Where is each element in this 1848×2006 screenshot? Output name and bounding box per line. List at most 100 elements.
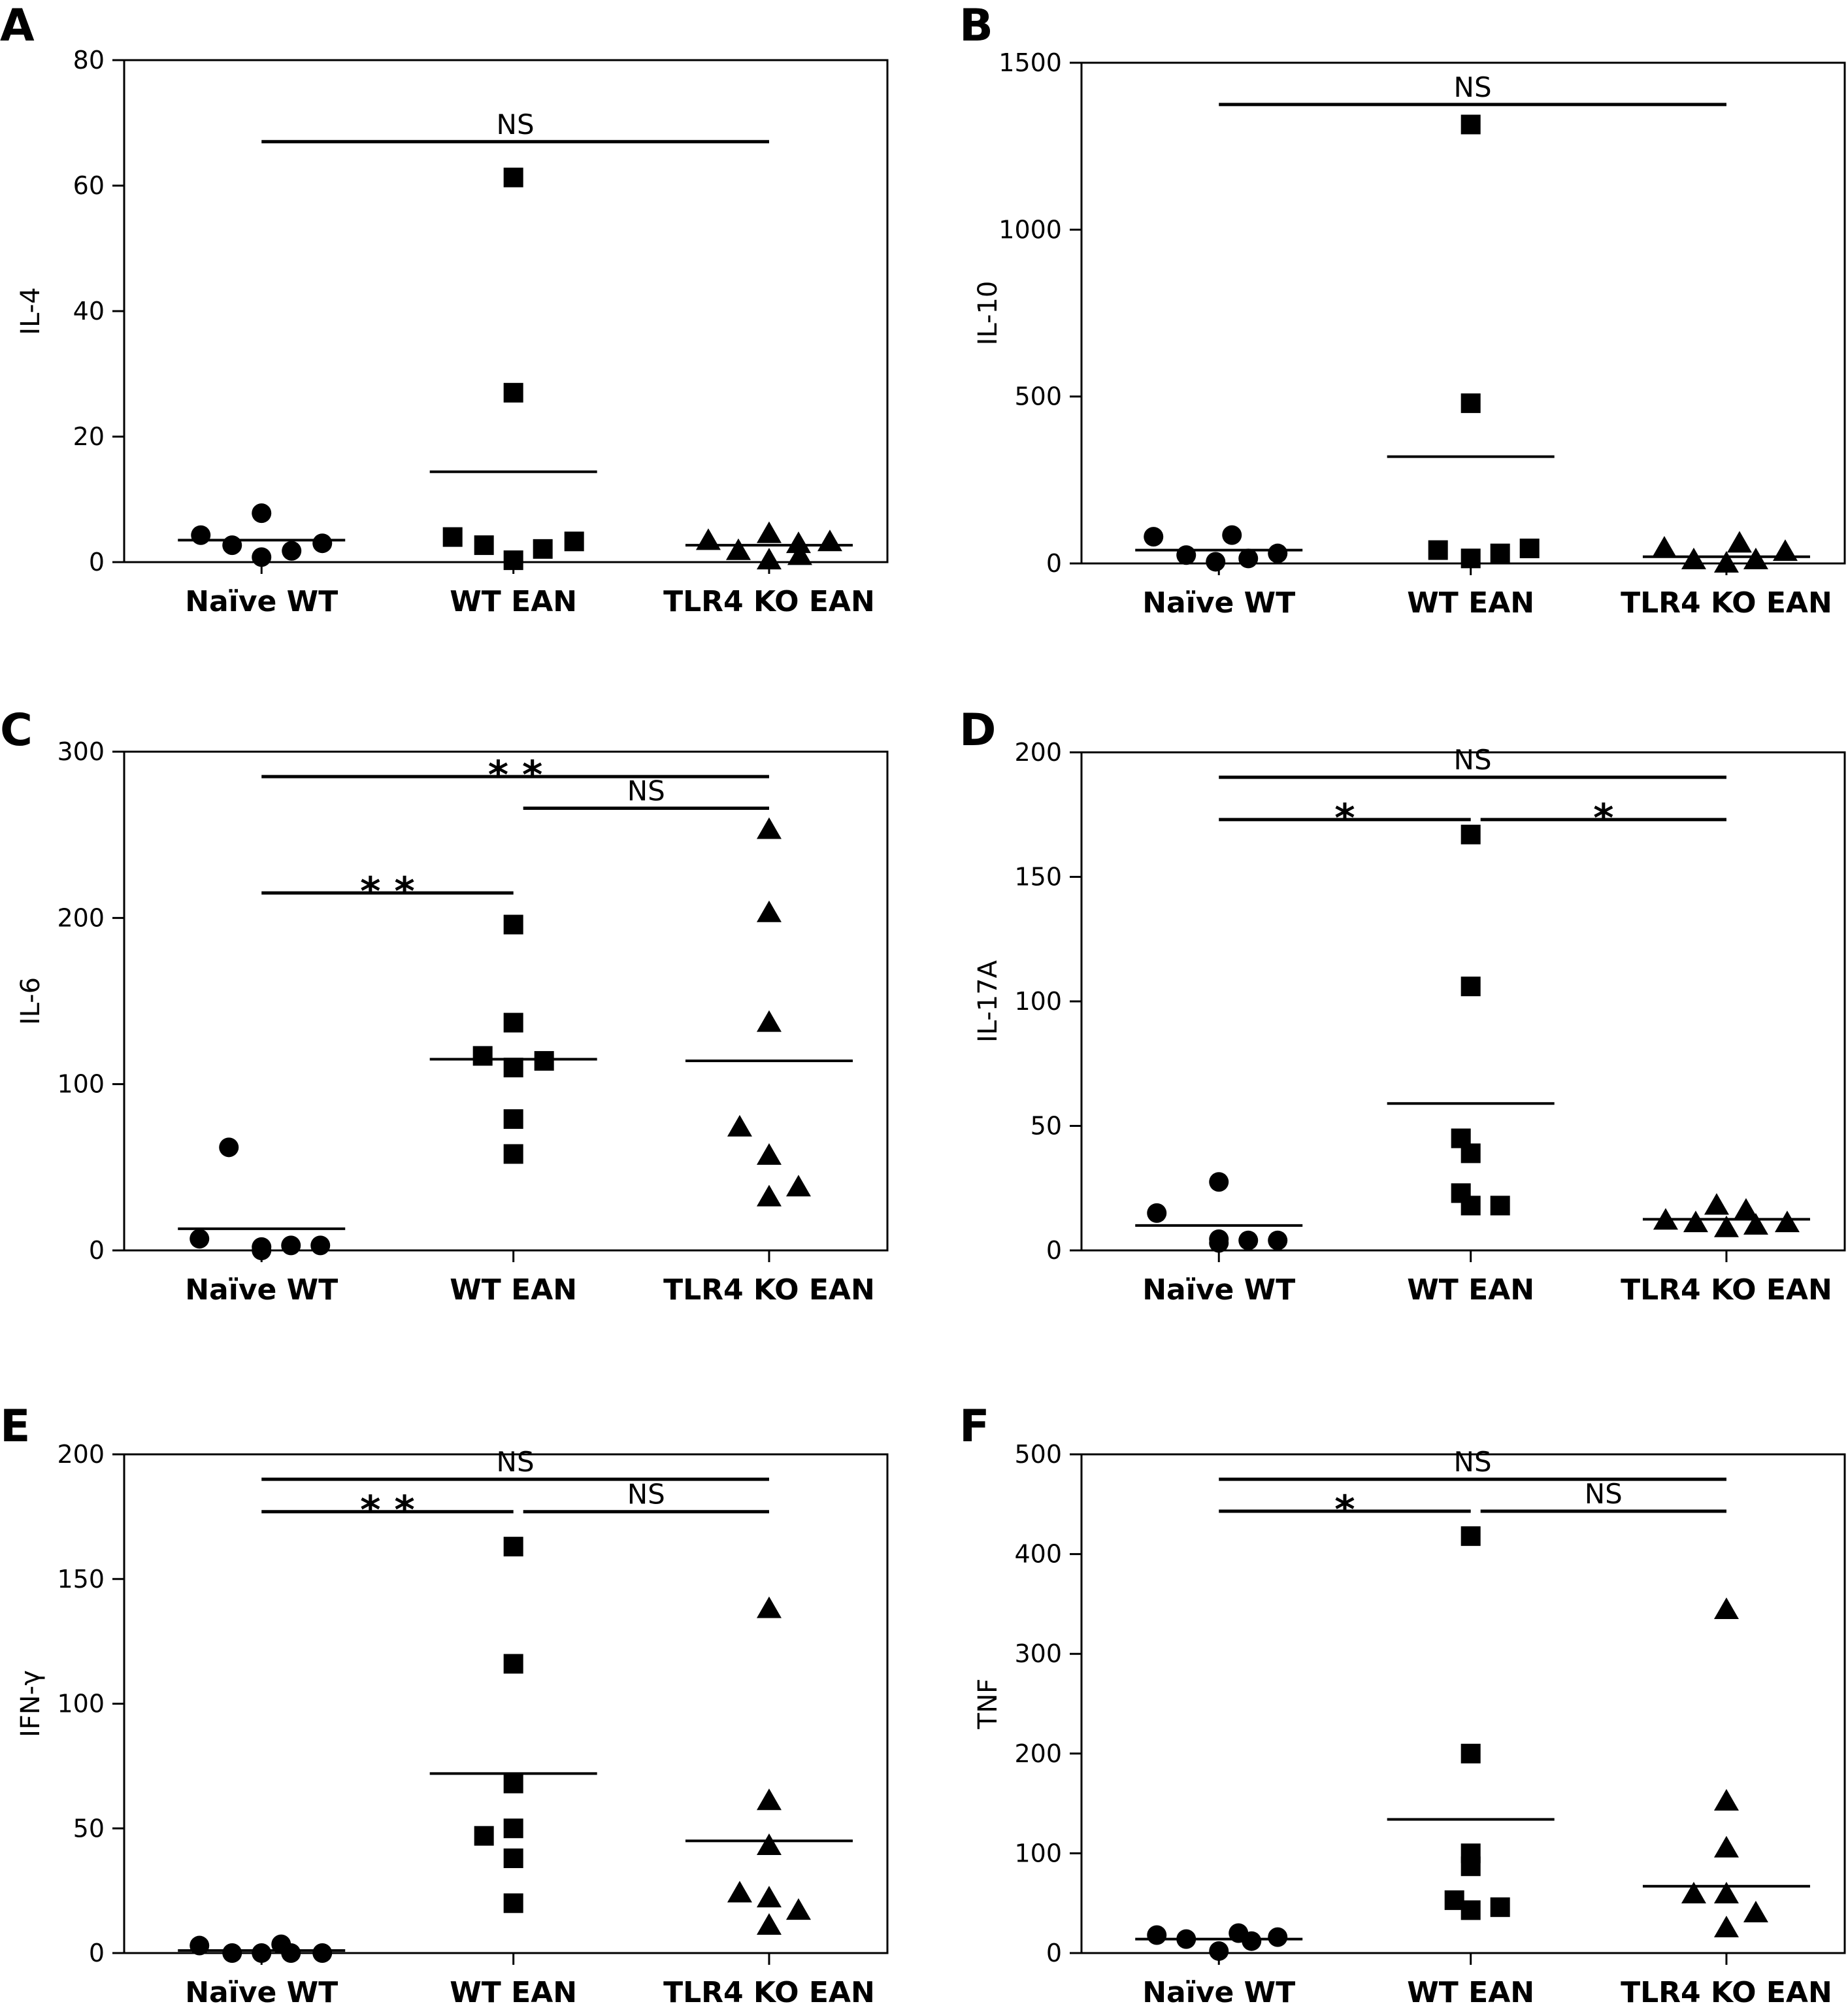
significance-label: * * xyxy=(488,752,543,798)
y-tick-label: 1500 xyxy=(998,48,1062,77)
data-point-triangle xyxy=(1713,1597,1739,1620)
y-tick-label: 80 xyxy=(73,46,105,75)
data-point-circle xyxy=(281,1235,301,1256)
significance-label: NS xyxy=(627,1479,665,1511)
data-point-square xyxy=(503,550,523,571)
data-point-triangle xyxy=(1681,547,1706,569)
significance-label: * xyxy=(1334,795,1355,841)
y-tick-label: 100 xyxy=(57,1070,105,1099)
x-category-label: Naïve WT xyxy=(185,1273,338,1307)
x-category-label: TLR4 KO EAN xyxy=(663,1976,875,2006)
data-point-circle xyxy=(222,1943,242,1963)
y-axis-label: IL-4 xyxy=(16,287,46,335)
significance-label: NS xyxy=(1454,1446,1492,1478)
data-point-triangle xyxy=(1713,1215,1739,1237)
data-point-triangle xyxy=(1683,1211,1708,1233)
y-tick-label: 0 xyxy=(1046,1939,1062,1967)
significance-label: * * xyxy=(360,1488,415,1533)
y-tick-label: 60 xyxy=(73,171,105,200)
data-point-square xyxy=(1460,1195,1481,1216)
data-point-triangle xyxy=(1713,1789,1739,1811)
data-point-square xyxy=(1460,1143,1481,1163)
plot-frame xyxy=(123,750,889,1252)
data-point-triangle xyxy=(1774,1211,1800,1233)
data-point-square xyxy=(564,531,584,552)
significance-label: NS xyxy=(1454,744,1492,776)
y-tick-label: 0 xyxy=(89,1236,105,1265)
x-category-label: Naïve WT xyxy=(185,1976,338,2006)
data-point-circle xyxy=(190,1229,210,1249)
y-tick-label: 100 xyxy=(1014,987,1062,1016)
data-point-square xyxy=(1460,1526,1481,1546)
data-point-circle xyxy=(1147,1925,1167,1945)
x-category-label: WT EAN xyxy=(1407,1273,1534,1307)
data-point-square xyxy=(534,1051,554,1071)
data-point-triangle xyxy=(1681,1881,1706,1903)
significance-label: NS xyxy=(627,775,665,807)
data-point-square xyxy=(1490,1195,1510,1216)
x-category-label: Naïve WT xyxy=(1142,586,1295,620)
data-point-square xyxy=(472,1046,493,1066)
y-tick-label: 300 xyxy=(57,737,105,766)
data-point-square xyxy=(503,1654,523,1674)
x-category-label: Naïve WT xyxy=(1142,1273,1295,1307)
data-point-circle xyxy=(310,1235,331,1256)
data-point-circle xyxy=(1242,1931,1262,1951)
data-point-circle xyxy=(252,1943,272,1963)
data-point-triangle xyxy=(785,1175,811,1197)
panel-letter: A xyxy=(0,0,35,52)
data-point-triangle xyxy=(1733,1198,1758,1220)
panel-letter: C xyxy=(0,705,33,756)
y-tick-label: 0 xyxy=(1046,549,1062,578)
y-tick-label: 150 xyxy=(1014,863,1062,892)
data-point-circle xyxy=(191,525,211,545)
data-point-circle xyxy=(1206,552,1226,572)
data-point-square xyxy=(503,167,523,188)
x-category-label: Naïve WT xyxy=(1142,1976,1295,2006)
data-point-triangle xyxy=(1651,536,1677,558)
y-tick-label: 400 xyxy=(1014,1540,1062,1569)
x-category-label: WT EAN xyxy=(1407,1976,1534,2006)
data-point-triangle xyxy=(756,1010,782,1032)
data-point-square xyxy=(474,535,494,556)
data-point-triangle xyxy=(756,521,782,543)
panel-letter: F xyxy=(959,1401,989,1452)
significance-label: NS xyxy=(497,1446,535,1478)
y-tick-label: 40 xyxy=(73,297,105,326)
data-point-triangle xyxy=(1713,1881,1739,1903)
data-point-square xyxy=(1460,393,1481,413)
data-point-square xyxy=(503,914,523,935)
data-point-square xyxy=(1428,540,1448,560)
data-point-circle xyxy=(190,1935,210,1956)
x-category-label: TLR4 KO EAN xyxy=(1621,1976,1832,2006)
significance-label: * xyxy=(1593,795,1613,841)
data-point-circle xyxy=(1268,1927,1288,1947)
y-axis-label: IL-17A xyxy=(973,960,1003,1043)
y-tick-label: 200 xyxy=(57,1440,105,1469)
data-point-circle xyxy=(219,1137,239,1158)
y-tick-label: 50 xyxy=(1031,1112,1062,1141)
data-point-circle xyxy=(312,533,333,554)
panel-letter: D xyxy=(959,705,996,756)
data-point-square xyxy=(1460,1900,1481,1920)
x-category-label: TLR4 KO EAN xyxy=(1621,586,1832,620)
data-point-triangle xyxy=(1704,1193,1729,1215)
significance-label: NS xyxy=(1454,71,1492,103)
data-point-square xyxy=(1460,1743,1481,1764)
significance-label: NS xyxy=(497,109,535,141)
x-category-label: WT EAN xyxy=(450,1976,577,2006)
y-axis-label: IL-6 xyxy=(16,977,46,1025)
data-point-circle xyxy=(252,547,272,567)
data-point-circle xyxy=(1144,527,1164,547)
data-point-square xyxy=(503,1893,523,1913)
data-point-triangle xyxy=(756,1833,782,1855)
data-point-circle xyxy=(1209,1941,1229,1961)
panel-b: B 0 500 1000 1500 IL-10 Naïve WT WT EAN TLR4 KO … xyxy=(959,0,1846,620)
panel-a: A 0 20 40 60 80 IL-4 Naïve WT WT EAN TLR4 KO EAN N… xyxy=(0,0,889,618)
panel-d: D 0 50 100 150 200 IL-17A Naïve WT WT EAN TLR4 KO… xyxy=(959,705,1846,1307)
data-point-square xyxy=(503,1012,523,1033)
panel-c: C 0 100 200 300 IL-6 Naïve WT WT EAN TLR4 KO EAN… xyxy=(0,705,889,1307)
data-point-circle xyxy=(282,541,302,561)
data-point-triangle xyxy=(756,1596,782,1618)
